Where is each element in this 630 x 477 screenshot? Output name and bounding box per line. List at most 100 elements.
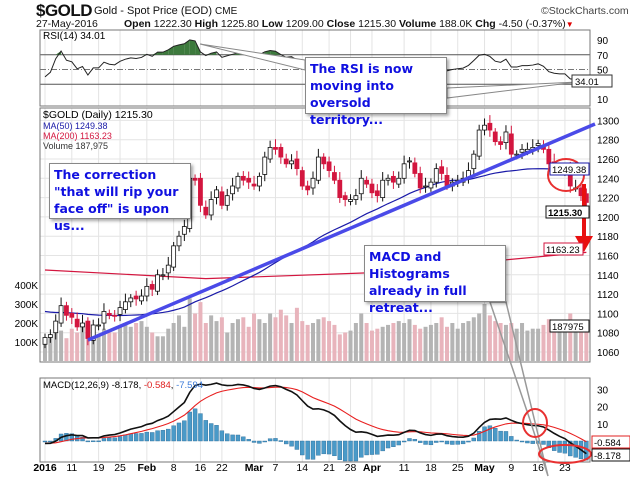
ma200-legend: MA(200) 1163.23	[43, 131, 112, 141]
candle	[305, 185, 311, 191]
candle	[256, 175, 262, 187]
macd-histogram-bar	[476, 431, 482, 442]
macd-tick-label: 20	[597, 403, 609, 414]
macd-histogram-bar	[503, 431, 509, 442]
macd-histogram-bar	[91, 440, 96, 443]
candle	[85, 320, 91, 339]
volume-bar	[573, 323, 578, 361]
macd-histogram-bar	[407, 438, 412, 442]
price-tick-label: 1200	[597, 213, 620, 224]
volume-bar	[193, 313, 198, 361]
candle	[90, 324, 96, 341]
ohlc-summary: Open 1222.30 High 1225.80 Low 1209.00 Cl…	[124, 18, 574, 30]
candle	[498, 141, 504, 145]
rsi-tag-box	[571, 74, 613, 88]
volume-bar	[343, 332, 348, 361]
macd-histogram-bar	[69, 433, 75, 442]
candle	[433, 168, 439, 183]
macd-histogram-bar	[434, 440, 439, 443]
volume-bar	[348, 330, 353, 361]
volume-bar	[155, 336, 160, 361]
macd-histogram-bar	[359, 440, 364, 458]
axis-labels: 2016 11 19 25 Feb 8 16 22 Mar 7 14 21 28 Apr 11 18 25 May…	[15, 36, 620, 474]
macd-histogram-bar	[176, 422, 182, 442]
volume-bar	[284, 315, 289, 361]
candle	[396, 177, 402, 185]
price-tick-label: 1080	[597, 329, 620, 340]
volume-bar	[487, 315, 492, 361]
volume-bar	[509, 323, 514, 361]
open-label: Open	[124, 18, 151, 30]
volume-bar	[160, 336, 165, 361]
volume-bar	[407, 319, 412, 361]
macd-panel-frame	[39, 377, 591, 463]
x-tick-label: 7	[273, 462, 279, 474]
ma50-tag-box	[549, 162, 590, 176]
macd-histogram-bar	[101, 438, 107, 442]
volume-bar	[241, 317, 246, 361]
x-tick-label: Feb	[138, 462, 157, 474]
volume-value: 188.0K	[439, 18, 473, 30]
candle	[364, 179, 370, 185]
volume-bar	[134, 323, 139, 361]
candle	[251, 183, 257, 187]
candle	[326, 161, 332, 171]
volume-bar	[316, 319, 321, 361]
macd-histogram-bar	[471, 437, 476, 442]
uptrend-line	[87, 122, 596, 342]
candle	[492, 131, 498, 143]
volume-bar	[471, 317, 476, 361]
candle	[106, 312, 112, 316]
candle	[342, 195, 348, 200]
candle	[203, 206, 209, 216]
candle	[42, 337, 48, 345]
macd-histogram-bar	[160, 430, 166, 442]
volume-bar	[536, 328, 541, 361]
candle	[198, 177, 203, 206]
macd-histogram-bar	[257, 440, 262, 444]
candle	[412, 162, 418, 174]
macd-tick-label: 10	[597, 420, 609, 431]
candle	[80, 322, 85, 328]
candle	[149, 284, 155, 290]
ma50-tag: 1249.38	[552, 165, 586, 176]
candle	[535, 143, 541, 146]
volume-bar	[203, 323, 208, 361]
volume-bar	[364, 323, 369, 361]
price-tick-label: 1280	[597, 136, 620, 147]
macd-histogram-bar	[85, 440, 91, 443]
x-tick-label: 2016	[33, 462, 57, 474]
low-label: Low	[261, 18, 283, 30]
macd-histogram-bar	[514, 439, 519, 442]
volume-bar	[139, 321, 144, 361]
candle	[181, 226, 187, 235]
volume-bar	[530, 328, 535, 361]
candle	[546, 148, 552, 165]
macd-histogram-bar	[482, 426, 487, 442]
macd-histogram-bar	[541, 440, 546, 445]
volume-bar	[59, 330, 64, 361]
macd-histogram-bar	[171, 425, 176, 442]
volume-bar	[64, 338, 69, 361]
volume-bar	[305, 324, 310, 361]
down-arrow-icon	[575, 236, 593, 252]
macd-legend-hist: -7.594	[176, 380, 203, 391]
x-tick-label: 25	[452, 462, 464, 474]
candle	[74, 318, 80, 328]
volume-bar	[214, 321, 219, 361]
source-credit[interactable]: ©StockCharts.com	[541, 5, 629, 17]
volume-bar	[418, 328, 423, 361]
volume-bar	[166, 328, 171, 361]
candle	[208, 199, 214, 216]
macd-legend-signal: -0.584	[144, 380, 171, 391]
volume-bar	[198, 302, 203, 361]
candle	[374, 190, 380, 197]
candle	[262, 156, 268, 175]
macd-histogram-bar	[48, 440, 53, 443]
volume-bar	[273, 317, 278, 361]
x-tick-label: Apr	[363, 462, 381, 474]
volume-bar	[91, 330, 96, 361]
price-legend: $GOLD (Daily) 1215.30	[43, 109, 153, 121]
x-tick-label: 14	[296, 462, 308, 474]
price-tick-label: 1100	[597, 309, 619, 320]
